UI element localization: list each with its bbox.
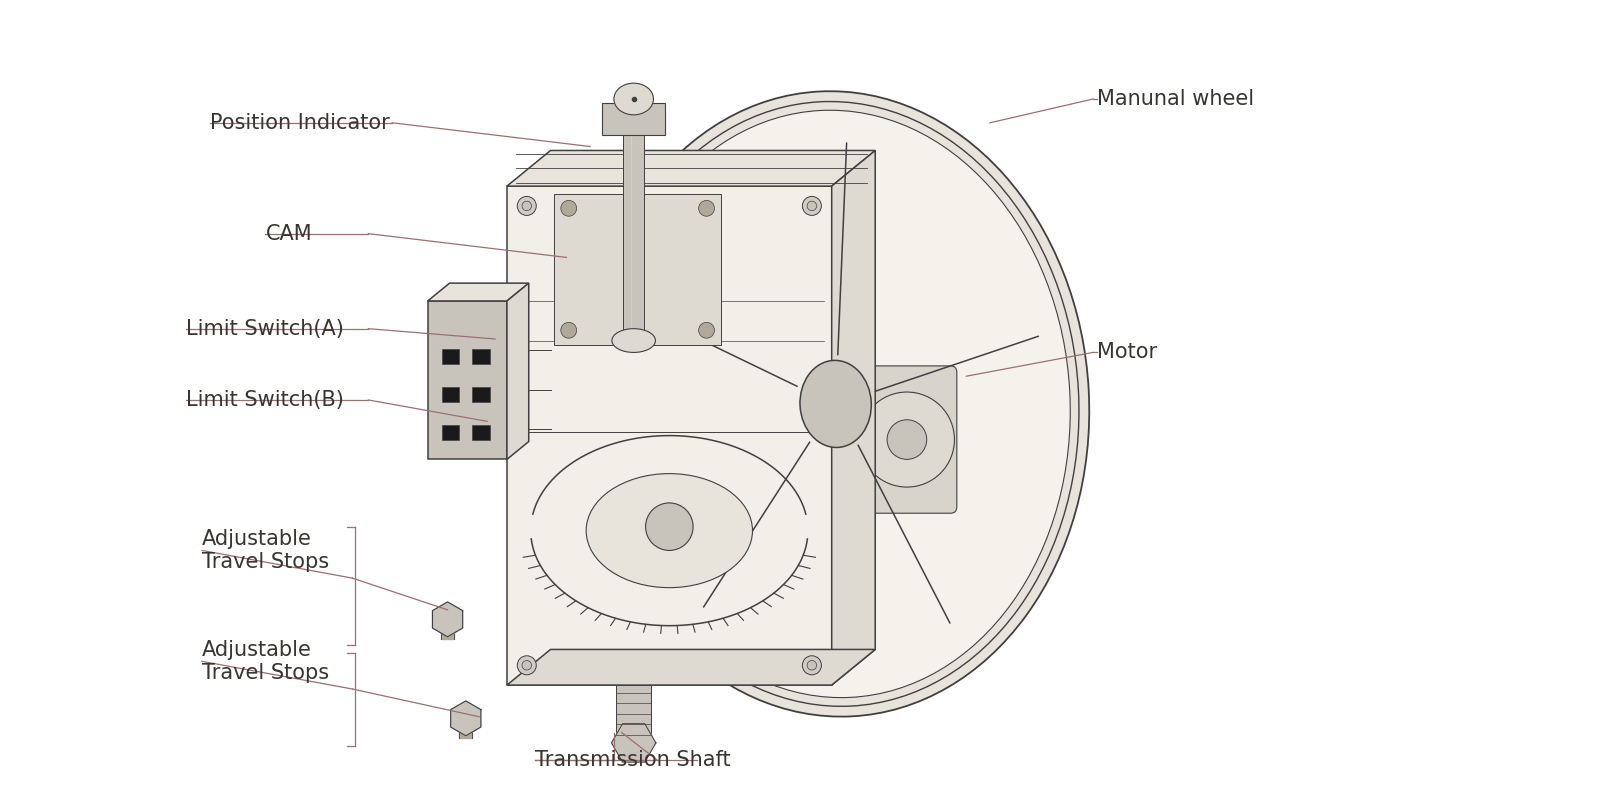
- Bar: [442, 425, 459, 440]
- Bar: [472, 425, 490, 440]
- Text: Adjustable
Travel Stops: Adjustable Travel Stops: [202, 640, 330, 683]
- Polygon shape: [507, 186, 832, 685]
- Bar: [442, 349, 459, 364]
- Polygon shape: [507, 150, 875, 186]
- Polygon shape: [427, 301, 507, 459]
- Circle shape: [517, 656, 536, 675]
- Text: Limit Switch(B): Limit Switch(B): [186, 390, 344, 410]
- Circle shape: [562, 322, 576, 338]
- Polygon shape: [451, 701, 482, 736]
- Ellipse shape: [586, 474, 752, 588]
- Text: Position Indicator: Position Indicator: [210, 112, 390, 133]
- Polygon shape: [555, 194, 720, 345]
- Bar: [472, 387, 490, 402]
- Ellipse shape: [611, 329, 656, 352]
- Text: Transmission Shaft: Transmission Shaft: [534, 750, 730, 771]
- Polygon shape: [507, 284, 528, 459]
- Circle shape: [859, 392, 955, 487]
- Circle shape: [699, 200, 715, 216]
- Ellipse shape: [602, 110, 1070, 698]
- Circle shape: [802, 656, 821, 675]
- Polygon shape: [611, 724, 656, 762]
- Polygon shape: [427, 284, 528, 301]
- Text: Manunal wheel: Manunal wheel: [1098, 89, 1254, 109]
- Circle shape: [522, 661, 531, 670]
- Text: Adjustable
Travel Stops: Adjustable Travel Stops: [202, 529, 330, 572]
- Text: Limit Switch(A): Limit Switch(A): [186, 318, 344, 339]
- Circle shape: [645, 503, 693, 550]
- Ellipse shape: [582, 91, 1090, 717]
- Circle shape: [562, 200, 576, 216]
- Polygon shape: [432, 602, 462, 637]
- Ellipse shape: [614, 83, 653, 115]
- Bar: [442, 387, 459, 402]
- Circle shape: [517, 196, 536, 215]
- Circle shape: [802, 196, 821, 215]
- Text: CAM: CAM: [266, 223, 312, 244]
- Ellipse shape: [800, 360, 872, 447]
- Text: Motor: Motor: [1098, 342, 1157, 363]
- Circle shape: [699, 322, 715, 338]
- Bar: [472, 349, 490, 364]
- Circle shape: [522, 201, 531, 211]
- Polygon shape: [832, 150, 875, 685]
- Circle shape: [886, 420, 926, 459]
- Polygon shape: [507, 649, 875, 685]
- FancyBboxPatch shape: [858, 366, 957, 513]
- Bar: [624, 127, 643, 341]
- Circle shape: [806, 661, 816, 670]
- Bar: [616, 685, 651, 743]
- Ellipse shape: [582, 91, 1090, 717]
- Bar: [602, 103, 666, 135]
- Circle shape: [806, 201, 816, 211]
